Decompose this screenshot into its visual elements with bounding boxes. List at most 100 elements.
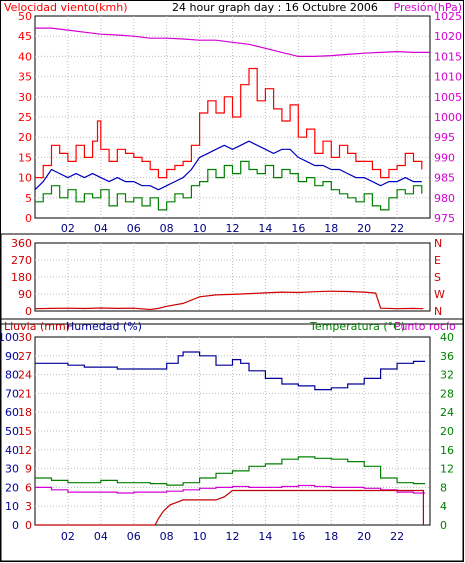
direction-series — [34, 290, 424, 311]
y-tick-label: 24 — [440, 406, 454, 419]
bottom-panel-border — [0, 318, 464, 562]
y-tick-label: 5 — [25, 192, 32, 205]
wind-series — [34, 27, 430, 211]
x-tick-label: 10 — [193, 530, 207, 543]
wind-minimum-line — [35, 160, 423, 211]
pressure-axis: 975 980 985 990 995 1000 1005 1010 1015 1020 1025 — [434, 10, 462, 225]
x-tick-label: 06 — [127, 222, 141, 235]
x-tick-label: 22 — [390, 530, 404, 543]
y-tick-label: 40 — [5, 444, 19, 457]
chart-title: 24 hour graph day : 16 Octubre 2006 — [172, 1, 378, 14]
y-tick-label: 6 — [25, 481, 32, 494]
wind-grid — [35, 16, 430, 218]
pressure-label: Presión(hPa) — [394, 1, 462, 14]
y-tick-label: 70 — [5, 387, 19, 400]
y-tick-label: 24 — [18, 369, 32, 382]
y-tick-label: 25 — [18, 111, 32, 124]
y-tick-label: 360 — [11, 237, 32, 250]
y-tick-label: 12 — [440, 463, 454, 476]
y-tick-label: 0 — [440, 519, 447, 532]
y-tick-label: 9 — [25, 463, 32, 476]
y-tick-label: N — [434, 305, 442, 318]
y-tick-label: E — [434, 254, 441, 267]
direction-grid — [35, 243, 430, 311]
y-tick-label: 20 — [440, 425, 454, 438]
y-tick-label: 0 — [25, 305, 32, 318]
y-tick-label: 1015 — [434, 50, 462, 63]
y-tick-label: 27 — [18, 350, 32, 363]
y-tick-label: 1000 — [434, 111, 462, 124]
rain-axis: 0 3 6 9 12 15 18 21 24 27 30 — [18, 331, 32, 532]
y-tick-label: 980 — [434, 192, 455, 205]
wind-time-axis: 02 04 06 08 10 12 14 16 18 20 22 — [61, 222, 404, 235]
y-tick-label: 1020 — [434, 30, 462, 43]
x-tick-label: 06 — [127, 530, 141, 543]
y-tick-label: 80 — [5, 369, 19, 382]
x-tick-label: 20 — [357, 530, 371, 543]
y-tick-label: 40 — [18, 50, 32, 63]
y-tick-label: 0 — [25, 212, 32, 225]
y-tick-label: 20 — [5, 481, 19, 494]
y-tick-label: 12 — [18, 444, 32, 457]
x-tick-label: 20 — [357, 222, 371, 235]
y-tick-label: 35 — [18, 71, 32, 84]
y-tick-label: 50 — [5, 425, 19, 438]
y-tick-label: 60 — [5, 406, 19, 419]
y-tick-label: N — [434, 237, 442, 250]
y-tick-label: 45 — [18, 30, 32, 43]
y-tick-label: 28 — [440, 387, 454, 400]
wind-speed-axis: 0 5 10 15 20 25 30 35 40 45 50 — [18, 10, 32, 225]
y-tick-label: 40 — [440, 331, 454, 344]
temperature-axis: 0 4 8 12 16 20 24 28 32 36 40 — [440, 331, 454, 532]
y-tick-label: 100 — [0, 331, 19, 344]
y-tick-label: 10 — [5, 500, 19, 513]
y-tick-label: 30 — [5, 463, 19, 476]
dewpoint-line — [35, 484, 426, 494]
y-tick-label: 15 — [18, 151, 32, 164]
y-tick-label: 990 — [434, 151, 455, 164]
bottom-grid — [35, 337, 430, 525]
x-tick-label: 08 — [160, 530, 174, 543]
y-tick-label: 36 — [440, 350, 454, 363]
rain-label: Lluvia (mm) — [4, 320, 70, 333]
x-tick-label: 16 — [291, 530, 305, 543]
wind-pressure-panel: Velocidad viento(kmh) 24 hour graph day … — [4, 1, 462, 235]
humidity-label: Humedad (%) — [66, 320, 142, 333]
x-tick-label: 14 — [258, 530, 272, 543]
humidity-line — [35, 351, 426, 391]
x-tick-label: 04 — [94, 222, 108, 235]
direction-degree-axis: 0 90 180 270 360 — [11, 237, 32, 318]
y-tick-label: 30 — [18, 331, 32, 344]
y-tick-label: 90 — [5, 350, 19, 363]
bottom-series — [35, 351, 426, 526]
y-tick-label: 0 — [12, 519, 19, 532]
wind-direction-line — [34, 290, 424, 311]
y-tick-label: 3 — [25, 500, 32, 513]
x-tick-label: 14 — [258, 222, 272, 235]
temperature-line — [35, 456, 426, 486]
y-tick-label: 15 — [18, 425, 32, 438]
y-tick-label: 985 — [434, 172, 455, 185]
y-tick-label: 1005 — [434, 91, 462, 104]
y-tick-label: 4 — [440, 500, 447, 513]
rain-line — [35, 489, 424, 526]
x-tick-label: 16 — [291, 222, 305, 235]
y-tick-label: 16 — [440, 444, 454, 457]
x-tick-label: 12 — [226, 222, 240, 235]
x-tick-label: 04 — [94, 530, 108, 543]
y-tick-label: 20 — [18, 131, 32, 144]
x-tick-label: 02 — [61, 530, 75, 543]
y-tick-label: 995 — [434, 131, 455, 144]
x-tick-label: 08 — [160, 222, 174, 235]
humidity-axis: 0 10 20 30 40 50 60 70 80 90 100 — [0, 331, 19, 532]
y-tick-label: 180 — [11, 271, 32, 284]
wind-average-line — [34, 140, 422, 191]
y-tick-label: 0 — [25, 519, 32, 532]
y-tick-label: 270 — [11, 254, 32, 267]
y-tick-label: 90 — [18, 288, 32, 301]
wind-speed-label: Velocidad viento(kmh) — [4, 1, 128, 14]
y-tick-label: 10 — [18, 172, 32, 185]
